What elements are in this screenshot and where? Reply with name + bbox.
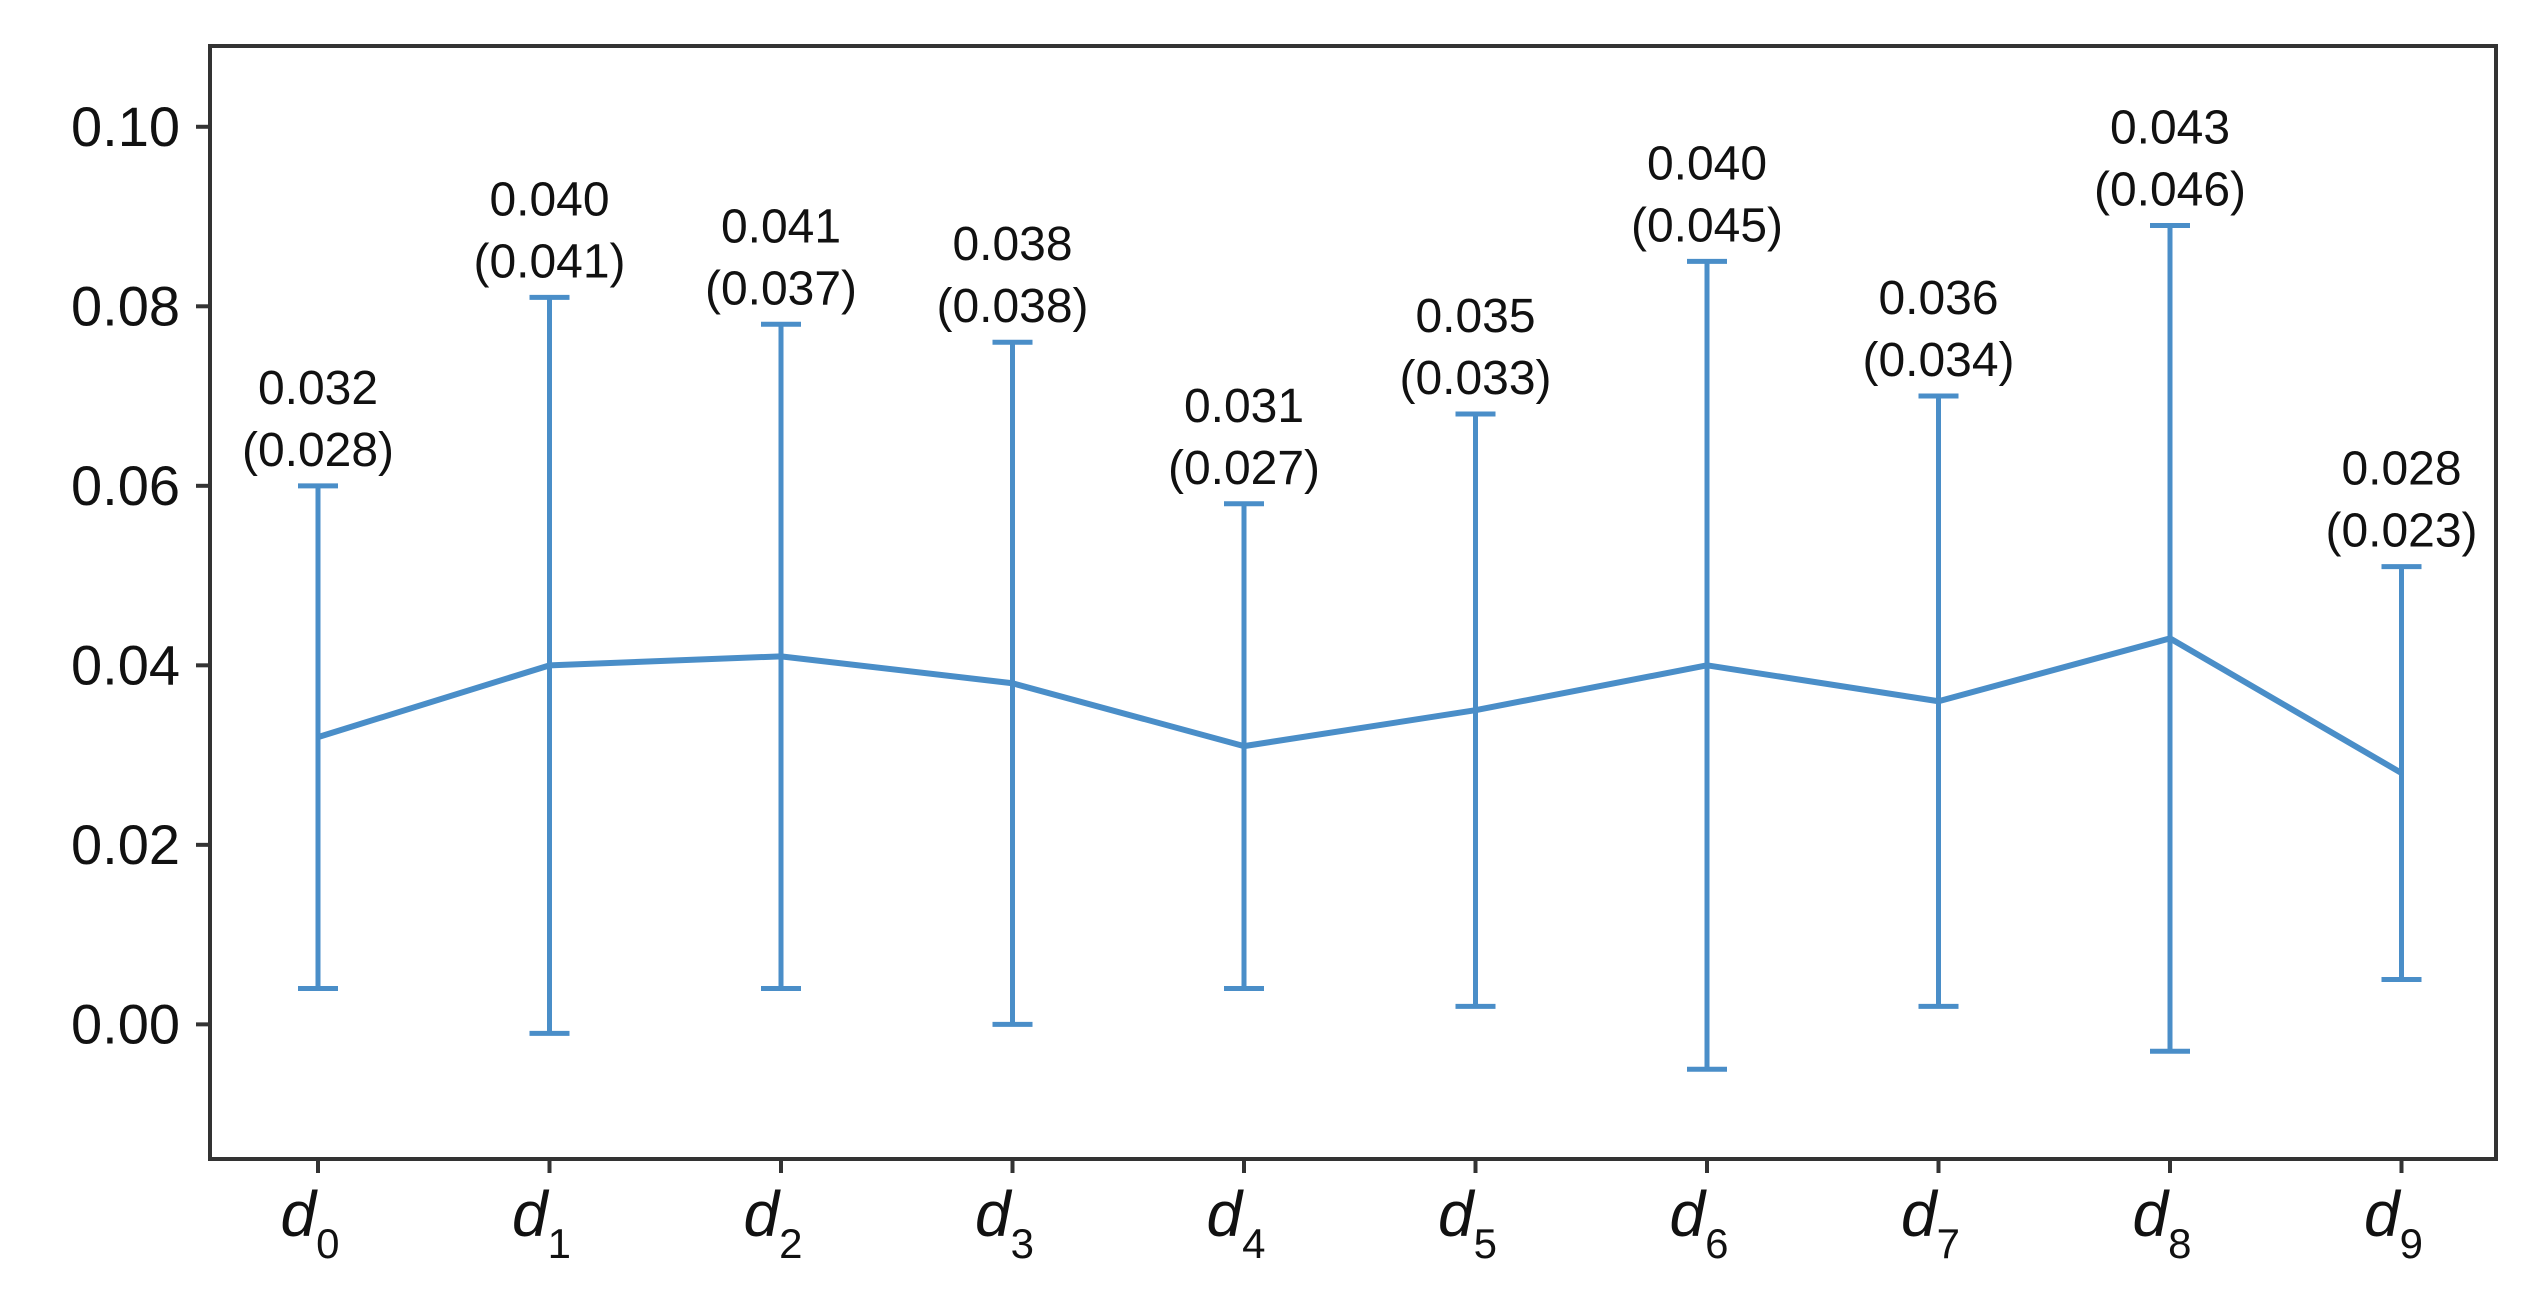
x-tick-label-subscript: 4 <box>1242 1220 1265 1267</box>
x-tick-label-base: d <box>2133 1178 2171 1250</box>
data-label-sd: (0.037) <box>705 262 857 315</box>
x-tick-label: d5 <box>1438 1178 1497 1267</box>
x-tick-label-subscript: 1 <box>548 1220 571 1267</box>
x-tick-label-base: d <box>281 1178 319 1250</box>
x-tick-label: d8 <box>2133 1178 2192 1267</box>
x-tick-label-base: d <box>744 1178 782 1250</box>
error-bars <box>298 223 2422 1072</box>
x-tick-label: d7 <box>1901 1178 1960 1267</box>
data-label-sd: (0.041) <box>473 235 625 288</box>
x-tick-label-subscript: 8 <box>2168 1220 2191 1267</box>
x-tick-label: d3 <box>975 1178 1034 1267</box>
data-label-mean: 0.040 <box>489 173 609 226</box>
series-line-mean <box>317 635 2404 776</box>
data-label-mean: 0.032 <box>258 362 378 415</box>
data-label-mean: 0.040 <box>1647 137 1767 190</box>
x-tick-label-subscript: 3 <box>1011 1220 1034 1267</box>
data-label-sd: (0.028) <box>242 424 394 477</box>
data-label-mean: 0.036 <box>1878 272 1998 325</box>
y-tick-label: 0.04 <box>71 633 180 696</box>
data-label-sd: (0.027) <box>1168 442 1320 495</box>
value-annotations: 0.032 (0.028) 0.040 (0.041) 0.041 (0.037) 0.03… <box>242 102 2478 558</box>
x-tick-label-base: d <box>1438 1178 1476 1250</box>
x-axis: d0 d1 d2 d3 d4 d5 d6 d7 d8 d9 <box>281 1159 2423 1267</box>
y-tick-label: 0.02 <box>71 813 180 876</box>
x-tick-label: d2 <box>744 1178 803 1267</box>
x-tick-label-base: d <box>2364 1178 2402 1250</box>
x-tick-label-base: d <box>1901 1178 1939 1250</box>
x-tick-label-base: d <box>1670 1178 1708 1250</box>
x-tick-label-base: d <box>1207 1178 1245 1250</box>
data-label-sd: (0.023) <box>2325 505 2477 558</box>
x-tick-label-subscript: 6 <box>1705 1220 1728 1267</box>
data-label-mean: 0.028 <box>2341 443 2461 496</box>
y-tick-label: 0.06 <box>71 454 180 517</box>
x-tick-label: d1 <box>512 1178 571 1267</box>
x-tick-label-subscript: 0 <box>316 1220 339 1267</box>
data-label-sd: (0.034) <box>1862 334 2014 387</box>
data-label-sd: (0.038) <box>936 280 1088 333</box>
x-tick-label-base: d <box>975 1178 1013 1250</box>
data-label-sd: (0.045) <box>1631 199 1783 252</box>
data-label-mean: 0.035 <box>1415 290 1535 343</box>
x-tick-label: d4 <box>1207 1178 1266 1267</box>
x-tick-label-subscript: 9 <box>2400 1220 2423 1267</box>
x-tick-label-base: d <box>512 1178 550 1250</box>
y-tick-label: 0.08 <box>71 274 180 337</box>
data-label-sd: (0.033) <box>1399 352 1551 405</box>
y-tick-label: 0.10 <box>71 95 180 158</box>
data-label-sd: (0.046) <box>2094 164 2246 217</box>
x-tick-label-subscript: 2 <box>779 1220 802 1267</box>
data-label-mean: 0.038 <box>952 218 1072 271</box>
y-tick-label: 0.00 <box>71 992 180 1055</box>
x-tick-label: d6 <box>1670 1178 1729 1267</box>
data-label-mean: 0.041 <box>721 200 841 253</box>
x-tick-label: d0 <box>281 1178 340 1267</box>
data-label-mean: 0.031 <box>1184 380 1304 433</box>
plot-frame <box>208 44 2498 1161</box>
x-tick-label-subscript: 7 <box>1937 1220 1960 1267</box>
data-label-mean: 0.043 <box>2110 102 2230 155</box>
y-axis: 0.00 0.02 0.04 0.06 0.08 0.10 <box>71 95 210 1055</box>
x-tick-label-subscript: 5 <box>1474 1220 1497 1267</box>
x-tick-label: d9 <box>2364 1178 2423 1267</box>
